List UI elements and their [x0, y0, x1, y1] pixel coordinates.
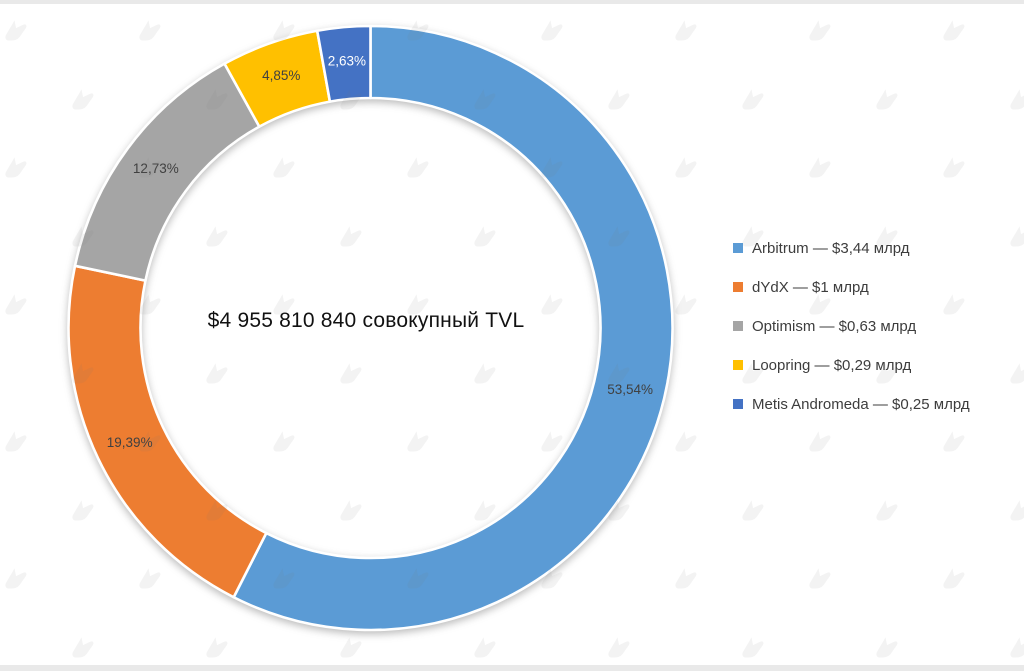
- legend-label: dYdX — $1 млрд: [752, 278, 869, 296]
- legend-label: Arbitrum — $3,44 млрд: [752, 239, 910, 257]
- legend-label: Metis Andromeda — $0,25 млрд: [752, 395, 970, 413]
- pie-slice-metis-andromeda: [315, 24, 372, 103]
- slice-percent-label-optimism: 12,73%: [133, 161, 179, 176]
- pie-slice-arbitrum: [232, 24, 674, 632]
- legend-swatch-icon: [733, 360, 743, 370]
- slice-percent-label-arbitrum: 53,54%: [607, 382, 653, 397]
- slice-percent-label-metis-andromeda: 2,63%: [328, 54, 366, 69]
- legend-item-loopring: Loopring — $0,29 млрд: [733, 356, 970, 374]
- legend-swatch-icon: [733, 399, 743, 409]
- chart-center-total: $4 955 810 840 совокупный TVL: [207, 309, 525, 332]
- legend-label: Loopring — $0,29 млрд: [752, 356, 912, 374]
- chart-legend: Arbitrum — $3,44 млрд dYdX — $1 млрд Optim…: [733, 239, 970, 434]
- legend-swatch-icon: [733, 282, 743, 292]
- page-top-strip: [0, 0, 1024, 4]
- legend-swatch-icon: [733, 321, 743, 331]
- legend-item-arbitrum: Arbitrum — $3,44 млрд: [733, 239, 970, 257]
- legend-item-metis-andromeda: Metis Andromeda — $0,25 млрд: [733, 395, 970, 413]
- legend-swatch-icon: [733, 243, 743, 253]
- legend-label: Optimism — $0,63 млрд: [752, 317, 917, 335]
- legend-item-optimism: Optimism — $0,63 млрд: [733, 317, 970, 335]
- page-bottom-strip: [0, 665, 1024, 671]
- legend-item-dydx: dYdX — $1 млрд: [733, 278, 970, 296]
- slice-percent-label-loopring: 4,85%: [262, 68, 300, 83]
- donut-ring: [67, 24, 674, 632]
- slice-percent-label-dydx: 19,39%: [107, 435, 153, 450]
